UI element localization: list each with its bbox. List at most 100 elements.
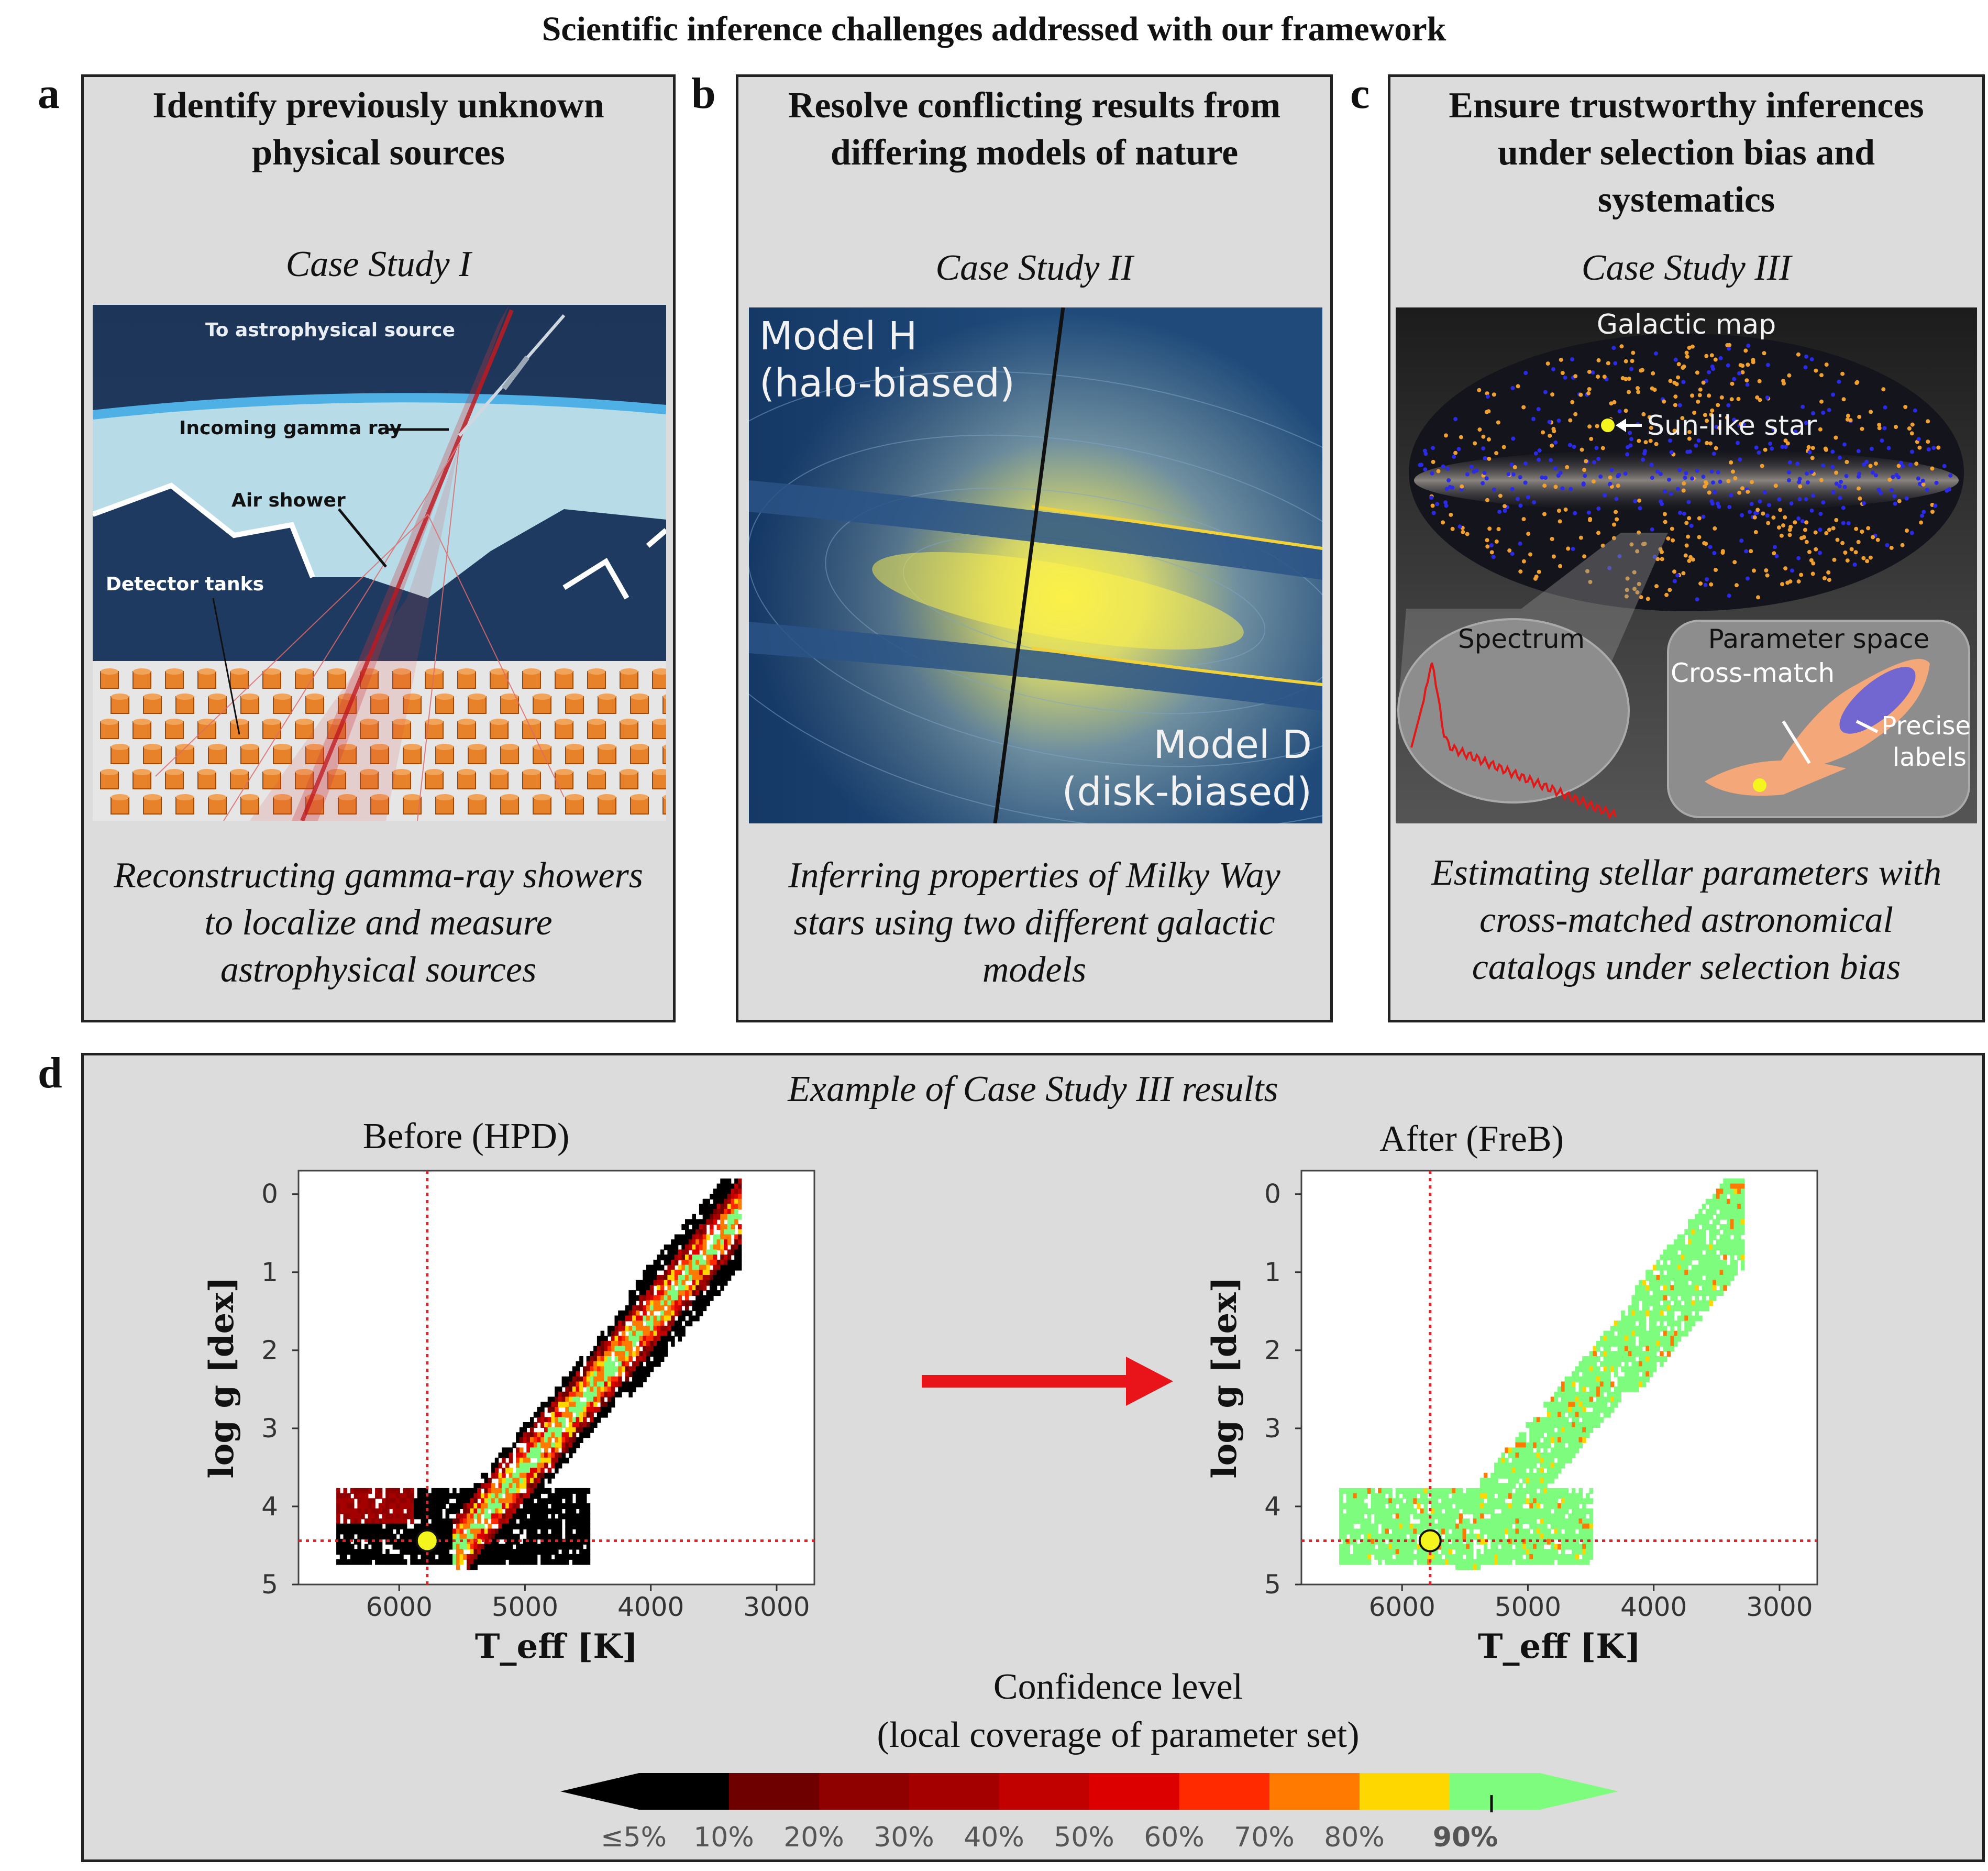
heatmap-cell <box>720 1188 724 1195</box>
heatmap-cell <box>731 1204 735 1210</box>
heatmap-cell <box>544 1472 548 1479</box>
heatmap-cell <box>392 1518 397 1524</box>
heatmap-cell <box>467 1498 471 1504</box>
heatmap-cell <box>1350 1498 1354 1504</box>
heatmap-cell <box>516 1447 520 1454</box>
catalog-star-dot <box>1765 573 1770 578</box>
heatmap-cell <box>583 1523 587 1529</box>
heatmap-cell <box>646 1361 650 1367</box>
catalog-star-dot <box>1705 577 1709 581</box>
heatmap-cell <box>1547 1402 1551 1408</box>
heatmap-cell <box>1617 1386 1621 1393</box>
heatmap-cell <box>375 1508 379 1514</box>
heatmap-cell <box>1367 1559 1372 1565</box>
heatmap-cell <box>530 1468 534 1474</box>
heatmap-cell <box>1501 1493 1505 1499</box>
heatmap-cell <box>1586 1554 1590 1560</box>
panel-c-case-study: Case Study III <box>1581 248 1792 288</box>
detector-tank-top <box>403 694 421 700</box>
heatmap-cell <box>1688 1244 1692 1250</box>
heatmap-cell <box>692 1254 696 1261</box>
catalog-star-dot <box>1710 501 1715 506</box>
catalog-star-dot <box>1804 354 1808 359</box>
heatmap-cell <box>1402 1488 1407 1494</box>
heatmap-cell <box>1374 1518 1378 1524</box>
catalog-star-dot <box>1611 346 1616 350</box>
catalog-star-dot <box>1805 480 1810 485</box>
catalog-star-dot <box>1834 435 1838 440</box>
heatmap-cell <box>1713 1219 1717 1225</box>
heatmap-cell <box>635 1356 640 1362</box>
heatmap-cell <box>354 1523 358 1529</box>
heatmap-cell <box>1558 1518 1562 1524</box>
catalog-star-dot <box>1930 510 1935 514</box>
heatmap-cell <box>403 1528 407 1535</box>
detector-tank-top <box>598 694 616 700</box>
heatmap-cell <box>1529 1427 1533 1433</box>
heatmap-cell <box>1705 1285 1710 1291</box>
heatmap-cell <box>1635 1290 1639 1296</box>
heatmap-cell <box>1346 1488 1350 1494</box>
heatmap-cell <box>1624 1336 1629 1342</box>
heatmap-cell <box>417 1559 422 1565</box>
heatmap-cell <box>1695 1239 1699 1246</box>
heatmap-cell <box>713 1290 717 1296</box>
heatmap-cell <box>608 1391 612 1397</box>
heatmap-cell <box>1558 1391 1562 1397</box>
heatmap-cell <box>1691 1239 1696 1246</box>
heatmap-cell <box>396 1493 400 1499</box>
heatmap-cell <box>1702 1254 1706 1261</box>
heatmap-cell <box>1533 1493 1537 1499</box>
heatmap-cell <box>1356 1559 1361 1565</box>
heatmap-cell <box>1681 1249 1685 1256</box>
heatmap-cell <box>523 1457 527 1463</box>
heatmap-cell <box>1529 1437 1533 1443</box>
heatmap-cell <box>1589 1386 1594 1393</box>
heatmap-cell <box>1462 1518 1466 1524</box>
heatmap-cell <box>1635 1371 1639 1378</box>
heatmap-cell <box>1603 1361 1608 1367</box>
heatmap-cell <box>519 1508 524 1514</box>
heatmap-cell <box>643 1290 647 1296</box>
heatmap-cell <box>1434 1503 1439 1509</box>
heatmap-cell <box>1550 1462 1555 1469</box>
heatmap-cell <box>1519 1528 1523 1535</box>
heatmap-cell <box>1431 1508 1435 1514</box>
heatmap-cell <box>1406 1513 1410 1520</box>
heatmap-cell <box>1536 1508 1541 1514</box>
heatmap-cell <box>692 1239 696 1246</box>
heatmap-cell <box>494 1457 499 1463</box>
heatmap-cell <box>1681 1259 1685 1265</box>
panel-d-subtitle: Example of Case Study III results <box>788 1069 1278 1109</box>
heatmap-cell <box>731 1264 735 1271</box>
heatmap-cell <box>565 1376 569 1382</box>
heatmap-cell <box>512 1442 516 1448</box>
heatmap-cell <box>445 1513 450 1520</box>
heatmap-cell <box>1663 1249 1667 1256</box>
heatmap-cell <box>1497 1534 1502 1540</box>
catalog-star-dot <box>1810 571 1815 576</box>
heatmap-cell <box>1536 1549 1541 1555</box>
heatmap-cell <box>561 1549 566 1555</box>
heatmap-cell <box>1593 1356 1597 1362</box>
heatmap-cell <box>1674 1254 1678 1261</box>
heatmap-cell <box>561 1493 566 1499</box>
heatmap-cell <box>540 1406 545 1413</box>
heatmap-cell <box>734 1239 738 1246</box>
panel-d: Example of Case Study III results Before… <box>81 1053 1985 1862</box>
heatmap-cell <box>1519 1462 1523 1469</box>
catalog-star-dot <box>1936 445 1941 450</box>
catalog-star-dot <box>1736 441 1740 445</box>
heatmap-cell <box>396 1559 400 1565</box>
heatmap-cell <box>1582 1412 1586 1418</box>
heatmap-cell <box>1508 1534 1512 1540</box>
detector-tank-top <box>208 694 226 700</box>
heatmap-cell <box>1652 1351 1657 1357</box>
heatmap-cell <box>414 1528 418 1535</box>
heatmap-cell <box>583 1534 587 1540</box>
heatmap-cell <box>1413 1508 1417 1514</box>
heatmap-cell <box>1666 1280 1671 1286</box>
heatmap-cell <box>1713 1244 1717 1250</box>
heatmap-cell <box>1508 1528 1512 1535</box>
heatmap-cell <box>1364 1518 1368 1524</box>
